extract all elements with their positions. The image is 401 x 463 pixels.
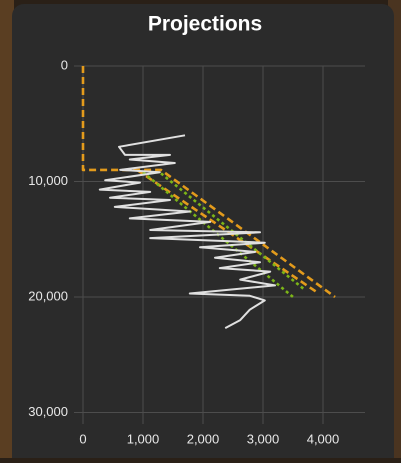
background-edge [0,0,14,458]
x-tick-label: 2,000 [187,431,220,446]
y-tick-label: 0 [61,57,68,72]
plot [81,66,336,329]
x-tick-label: 1,000 [127,431,160,446]
x-tick-label: 4,000 [307,431,340,446]
y-tick-label: 10,000 [28,173,68,188]
series-line [98,134,276,329]
chart-title: Projections [148,13,262,36]
grid: 0 10,000 20,000 30,000 0 1,000 2,000 3,000 4,000 [28,57,365,446]
x-tick-label: 3,000 [247,431,280,446]
x-tick-label: 0 [79,431,86,446]
series-line [136,168,318,294]
y-tick-label: 30,000 [28,404,68,419]
y-tick-label: 20,000 [28,288,68,303]
